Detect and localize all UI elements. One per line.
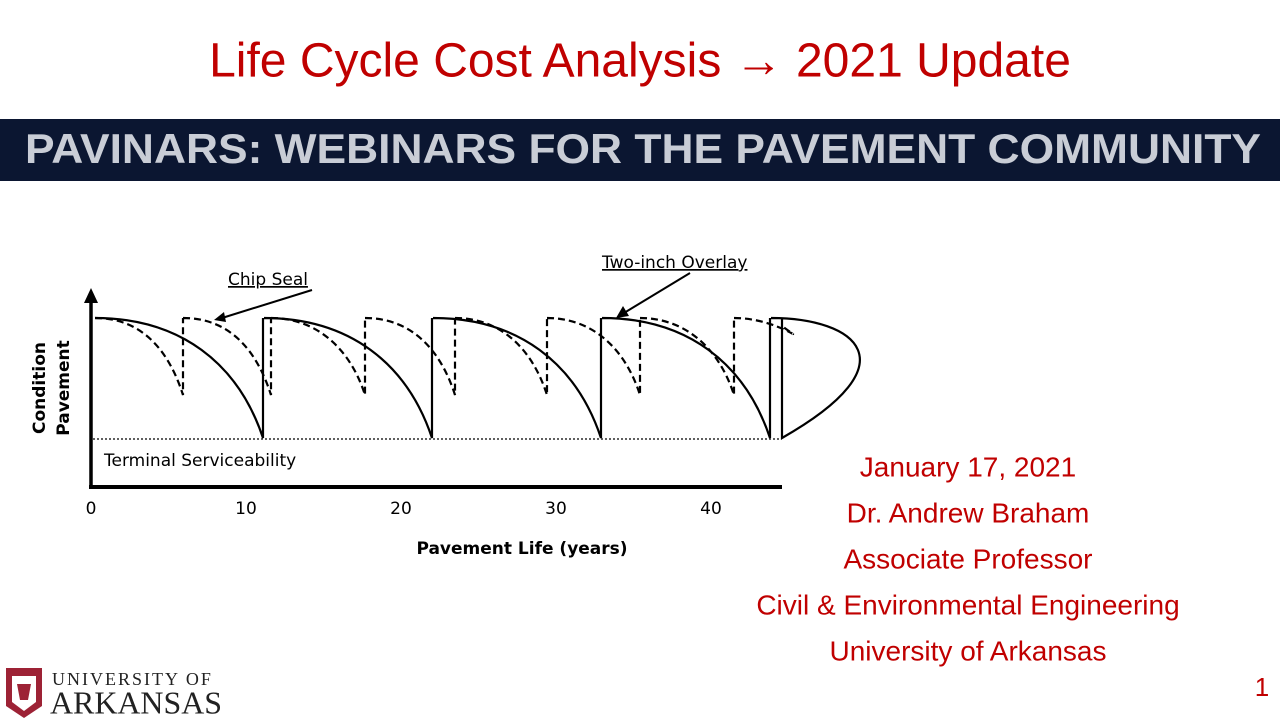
banner-text: PAVINARS: WEBINARS FOR THE PAVEMENT COMM… [25, 125, 1261, 172]
x-tick-label: 40 [700, 499, 722, 519]
arrow-head [616, 306, 629, 318]
logo-text: ARKANSAS [50, 684, 222, 720]
annotation-arrow [623, 272, 691, 314]
logo-mark [17, 684, 31, 700]
annotation: Chip Seal [228, 270, 308, 290]
chip-seal-curve [94, 316, 795, 396]
x-tick-label: 20 [390, 499, 412, 519]
logo-text: UNIVERSITY OF [52, 669, 213, 689]
info-line: Dr. Andrew Braham [847, 497, 1090, 528]
annotation: Terminal Serviceability [103, 451, 296, 471]
figure: Pavement Condition Pavement Life (years)… [30, 253, 861, 559]
slide-title: Life Cycle Cost Analysis → 2021 Update [209, 35, 1071, 88]
y-label: Pavement [54, 340, 74, 436]
curves [94, 316, 861, 440]
annotation-arrow [221, 289, 313, 319]
page-number: 1 [1255, 672, 1269, 702]
x-tick-label: 30 [545, 499, 567, 519]
annotation: Two-inch Overlay [601, 253, 747, 273]
axis-arrow [84, 288, 98, 303]
info-block: January 17, 2021 Dr. Andrew Braham Assoc… [756, 451, 1179, 666]
y-label: Condition [30, 342, 50, 434]
x-tick-label: 0 [86, 499, 97, 519]
info-line: Associate Professor [844, 543, 1093, 574]
banner-bg [0, 119, 1280, 181]
info-line: University of Arkansas [830, 635, 1107, 666]
x-label: Pavement Life (years) [416, 539, 627, 559]
logo: UNIVERSITY OF ARKANSAS [6, 668, 222, 720]
info-line: Civil & Environmental Engineering [756, 589, 1179, 620]
arrow-head [214, 312, 226, 322]
overlay-curve [94, 316, 861, 440]
info-line: January 17, 2021 [860, 451, 1076, 482]
x-tick-label: 10 [235, 499, 257, 519]
